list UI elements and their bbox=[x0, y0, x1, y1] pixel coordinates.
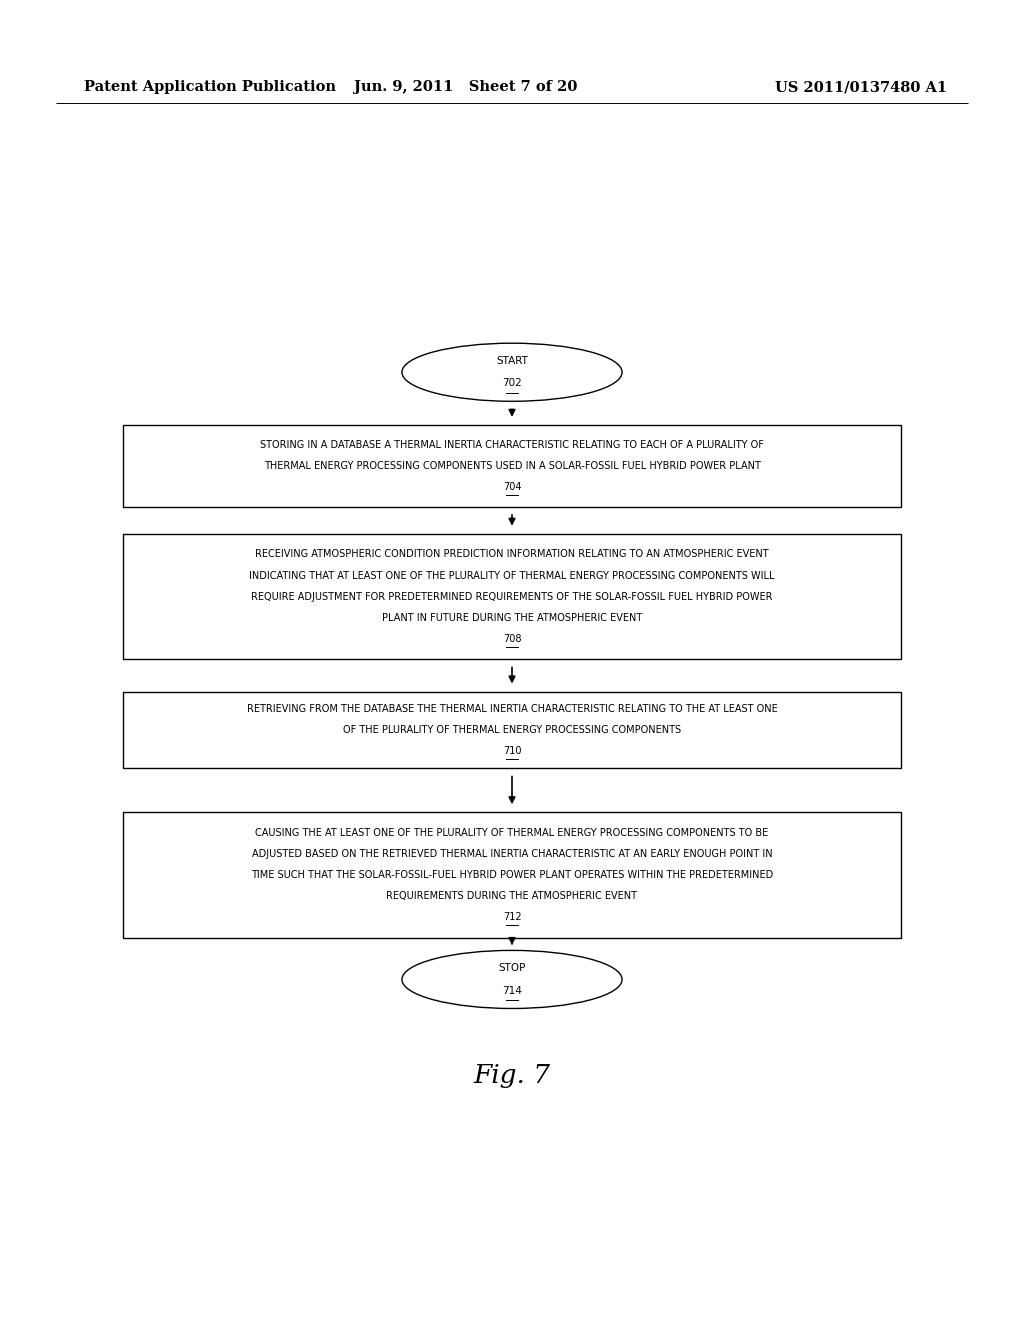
Text: 714: 714 bbox=[502, 986, 522, 995]
Text: Patent Application Publication: Patent Application Publication bbox=[84, 81, 336, 94]
Text: 712: 712 bbox=[503, 912, 521, 923]
Text: REQUIRE ADJUSTMENT FOR PREDETERMINED REQUIREMENTS OF THE SOLAR-FOSSIL FUEL HYBRI: REQUIRE ADJUSTMENT FOR PREDETERMINED REQ… bbox=[251, 591, 773, 602]
Text: Fig. 7: Fig. 7 bbox=[473, 1064, 551, 1088]
Text: 704: 704 bbox=[503, 482, 521, 492]
Bar bbox=[123, 692, 901, 768]
Text: US 2011/0137480 A1: US 2011/0137480 A1 bbox=[775, 81, 947, 94]
Text: STORING IN A DATABASE A THERMAL INERTIA CHARACTERISTIC RELATING TO EACH OF A PLU: STORING IN A DATABASE A THERMAL INERTIA … bbox=[260, 440, 764, 450]
Text: RECEIVING ATMOSPHERIC CONDITION PREDICTION INFORMATION RELATING TO AN ATMOSPHERI: RECEIVING ATMOSPHERIC CONDITION PREDICTI… bbox=[255, 549, 769, 560]
Text: STOP: STOP bbox=[499, 964, 525, 973]
Bar bbox=[123, 812, 901, 937]
Text: RETRIEVING FROM THE DATABASE THE THERMAL INERTIA CHARACTERISTIC RELATING TO THE : RETRIEVING FROM THE DATABASE THE THERMAL… bbox=[247, 704, 777, 714]
Text: THERMAL ENERGY PROCESSING COMPONENTS USED IN A SOLAR-FOSSIL FUEL HYBRID POWER PL: THERMAL ENERGY PROCESSING COMPONENTS USE… bbox=[263, 461, 761, 471]
Text: ADJUSTED BASED ON THE RETRIEVED THERMAL INERTIA CHARACTERISTIC AT AN EARLY ENOUG: ADJUSTED BASED ON THE RETRIEVED THERMAL … bbox=[252, 849, 772, 859]
Text: REQUIREMENTS DURING THE ATMOSPHERIC EVENT: REQUIREMENTS DURING THE ATMOSPHERIC EVEN… bbox=[386, 891, 638, 902]
Text: OF THE PLURALITY OF THERMAL ENERGY PROCESSING COMPONENTS: OF THE PLURALITY OF THERMAL ENERGY PROCE… bbox=[343, 725, 681, 735]
Bar bbox=[123, 533, 901, 659]
Text: 708: 708 bbox=[503, 634, 521, 644]
Text: Jun. 9, 2011   Sheet 7 of 20: Jun. 9, 2011 Sheet 7 of 20 bbox=[354, 81, 578, 94]
Text: START: START bbox=[496, 356, 528, 366]
Text: INDICATING THAT AT LEAST ONE OF THE PLURALITY OF THERMAL ENERGY PROCESSING COMPO: INDICATING THAT AT LEAST ONE OF THE PLUR… bbox=[249, 570, 775, 581]
Text: PLANT IN FUTURE DURING THE ATMOSPHERIC EVENT: PLANT IN FUTURE DURING THE ATMOSPHERIC E… bbox=[382, 612, 642, 623]
Text: 702: 702 bbox=[502, 379, 522, 388]
Text: 710: 710 bbox=[503, 746, 521, 756]
Bar bbox=[123, 425, 901, 507]
Text: TIME SUCH THAT THE SOLAR-FOSSIL-FUEL HYBRID POWER PLANT OPERATES WITHIN THE PRED: TIME SUCH THAT THE SOLAR-FOSSIL-FUEL HYB… bbox=[251, 870, 773, 880]
Text: CAUSING THE AT LEAST ONE OF THE PLURALITY OF THERMAL ENERGY PROCESSING COMPONENT: CAUSING THE AT LEAST ONE OF THE PLURALIT… bbox=[255, 828, 769, 838]
